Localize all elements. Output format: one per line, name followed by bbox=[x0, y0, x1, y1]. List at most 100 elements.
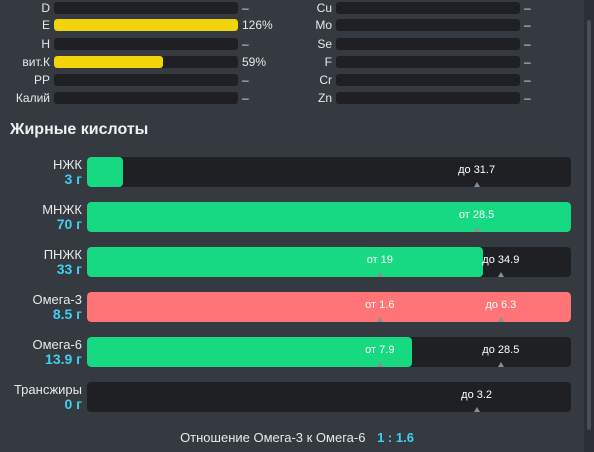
fatty-acid-name: НЖК bbox=[53, 157, 82, 172]
mineral-row: F – bbox=[300, 55, 531, 69]
fatty-acid-label: Омега-6 13.9 г bbox=[0, 337, 82, 367]
range-marker-label: от 1.6 bbox=[365, 299, 395, 311]
mineral-bar bbox=[336, 56, 520, 68]
vitamin-label: Калий bbox=[15, 91, 50, 105]
vitamin-label: E bbox=[41, 18, 50, 32]
fatty-acid-row: НЖК 3 г до 31.7 bbox=[0, 157, 594, 189]
vitamin-row: Калий – bbox=[0, 91, 249, 105]
fatty-acid-bar-fill bbox=[87, 292, 571, 322]
vitamin-label: Н bbox=[41, 37, 50, 51]
vitamin-value: – bbox=[242, 37, 249, 51]
fatty-acid-bar: от 28.5 bbox=[87, 202, 571, 232]
fatty-acid-amount: 0 г bbox=[64, 396, 82, 412]
fatty-acid-row: Трансжиры 0 г до 3.2 bbox=[0, 382, 594, 414]
range-marker-label: до 3.2 bbox=[461, 389, 493, 401]
fatty-acid-bar-fill bbox=[87, 337, 412, 367]
mineral-bar bbox=[336, 2, 520, 14]
mineral-row: Mo – bbox=[300, 18, 531, 32]
mineral-label: Zn bbox=[317, 91, 332, 105]
mineral-value: – bbox=[524, 73, 531, 87]
fatty-acid-row: ПНЖК 33 г от 19 до 34.9 bbox=[0, 247, 594, 279]
scrollbar-track[interactable] bbox=[584, 0, 594, 452]
fatty-acid-label: Трансжиры 0 г bbox=[0, 382, 82, 412]
vitamin-value: – bbox=[242, 1, 249, 15]
vitamin-row: вит.К 59% bbox=[0, 55, 266, 69]
vitamin-row: D – bbox=[0, 1, 249, 15]
fatty-acid-label: Омега-3 8.5 г bbox=[0, 292, 82, 322]
fatty-acid-bar-fill bbox=[87, 202, 571, 232]
range-marker-label: до 34.9 bbox=[482, 254, 520, 266]
vitamin-value: – bbox=[242, 91, 249, 105]
vitamin-label: PP bbox=[33, 73, 50, 87]
mineral-value: – bbox=[524, 55, 531, 69]
range-marker-tick bbox=[473, 227, 480, 232]
fatty-acid-amount: 33 г bbox=[56, 261, 82, 277]
range-marker-label: от 28.5 bbox=[458, 209, 495, 221]
mineral-label: F bbox=[324, 55, 332, 69]
mineral-bar bbox=[336, 19, 520, 31]
range-marker-tick bbox=[497, 317, 504, 322]
range-marker-tick bbox=[497, 272, 504, 277]
fatty-acid-label: ПНЖК 33 г bbox=[0, 247, 82, 277]
vitamin-bar-fill bbox=[54, 56, 163, 68]
range-marker-label: до 31.7 bbox=[458, 164, 496, 176]
omega-ratio-label: Отношение Омега-3 к Омега-6 bbox=[180, 430, 366, 445]
fatty-acid-name: ПНЖК bbox=[43, 247, 82, 262]
fatty-acid-row: Омега-3 8.5 г от 1.6 до 6.3 bbox=[0, 292, 594, 324]
fatty-acid-bar: до 3.2 bbox=[87, 382, 571, 412]
mineral-bar bbox=[336, 74, 520, 86]
range-marker-tick bbox=[376, 272, 383, 277]
mineral-row: Cu – bbox=[300, 1, 531, 15]
mineral-value: – bbox=[524, 1, 531, 15]
fatty-acid-label: НЖК 3 г bbox=[0, 157, 82, 187]
mineral-row: Se – bbox=[300, 37, 531, 51]
mineral-label: Se bbox=[317, 37, 332, 51]
mineral-label: Cu bbox=[316, 1, 332, 15]
vitamin-bar bbox=[54, 56, 238, 68]
fatty-acid-amount: 70 г bbox=[56, 216, 82, 232]
range-marker-label: от 19 bbox=[366, 254, 393, 266]
vitamin-label: вит.К bbox=[22, 55, 50, 69]
range-marker-tick bbox=[376, 362, 383, 367]
vitamin-bar bbox=[54, 38, 238, 50]
fatty-acid-name: МНЖК bbox=[42, 202, 82, 217]
mineral-value: – bbox=[524, 18, 531, 32]
mineral-label: Cr bbox=[319, 73, 332, 87]
range-marker-label: от 7.9 bbox=[365, 344, 395, 356]
scrollbar-thumb[interactable] bbox=[587, 20, 591, 430]
omega-ratio-value: 1 : 1.6 bbox=[377, 430, 414, 445]
section-title: Жирные кислоты bbox=[10, 121, 149, 138]
omega-ratio: Отношение Омега-3 к Омега-6 1 : 1.6 bbox=[0, 430, 594, 445]
range-marker-tick bbox=[473, 407, 480, 412]
vitamin-bar bbox=[54, 2, 238, 14]
vitamin-bar bbox=[54, 19, 238, 31]
fatty-acid-bar: от 1.6 до 6.3 bbox=[87, 292, 571, 322]
vitamin-label: D bbox=[41, 1, 50, 15]
range-marker-label: до 28.5 bbox=[482, 344, 520, 356]
mineral-value: – bbox=[524, 37, 531, 51]
fatty-acid-bar-fill bbox=[87, 247, 483, 277]
fatty-acid-bar: от 7.9 до 28.5 bbox=[87, 337, 571, 367]
range-marker-tick bbox=[376, 317, 383, 322]
mineral-value: – bbox=[524, 91, 531, 105]
fatty-acid-amount: 8.5 г bbox=[52, 306, 82, 322]
vitamin-row: Н – bbox=[0, 37, 249, 51]
fatty-acid-name: Омега-3 bbox=[32, 292, 82, 307]
fatty-acid-bar-fill bbox=[87, 157, 123, 187]
vitamin-bar bbox=[54, 92, 238, 104]
fatty-acid-name: Трансжиры bbox=[13, 382, 82, 397]
fatty-acid-bar: от 19 до 34.9 bbox=[87, 247, 571, 277]
fatty-acid-row: Омега-6 13.9 г от 7.9 до 28.5 bbox=[0, 337, 594, 369]
vitamin-value: 59% bbox=[242, 55, 267, 69]
range-marker-tick bbox=[497, 362, 504, 367]
mineral-bar bbox=[336, 92, 520, 104]
mineral-row: Cr – bbox=[300, 73, 531, 87]
vitamin-value: 126% bbox=[242, 18, 273, 32]
vitamin-bar bbox=[54, 74, 238, 86]
mineral-row: Zn – bbox=[300, 91, 531, 105]
vitamin-bar-fill bbox=[54, 19, 238, 31]
mineral-label: Mo bbox=[315, 18, 332, 32]
vitamin-row: PP – bbox=[0, 73, 249, 87]
fatty-acid-row: МНЖК 70 г от 28.5 bbox=[0, 202, 594, 234]
fatty-acid-label: МНЖК 70 г bbox=[0, 202, 82, 232]
